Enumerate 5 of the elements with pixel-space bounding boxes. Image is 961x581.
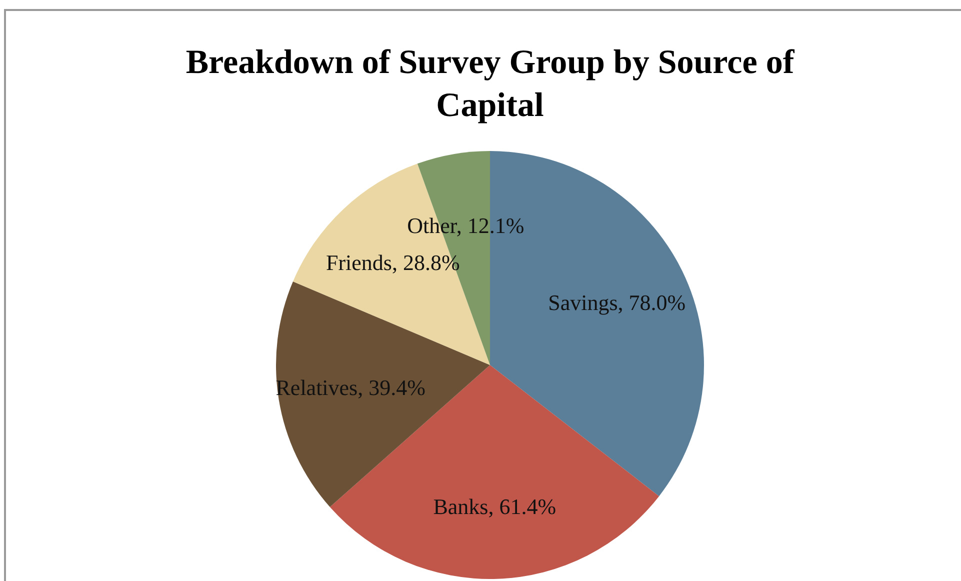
slice-label: Banks, 61.4%	[433, 492, 556, 520]
slice-label: Savings, 78.0%	[548, 289, 686, 316]
slice-label: Other, 12.1%	[407, 212, 524, 240]
slice-label: Friends, 28.8%	[326, 248, 460, 276]
chart-title: Breakdown of Survey Group by Source of Capital	[186, 44, 795, 124]
